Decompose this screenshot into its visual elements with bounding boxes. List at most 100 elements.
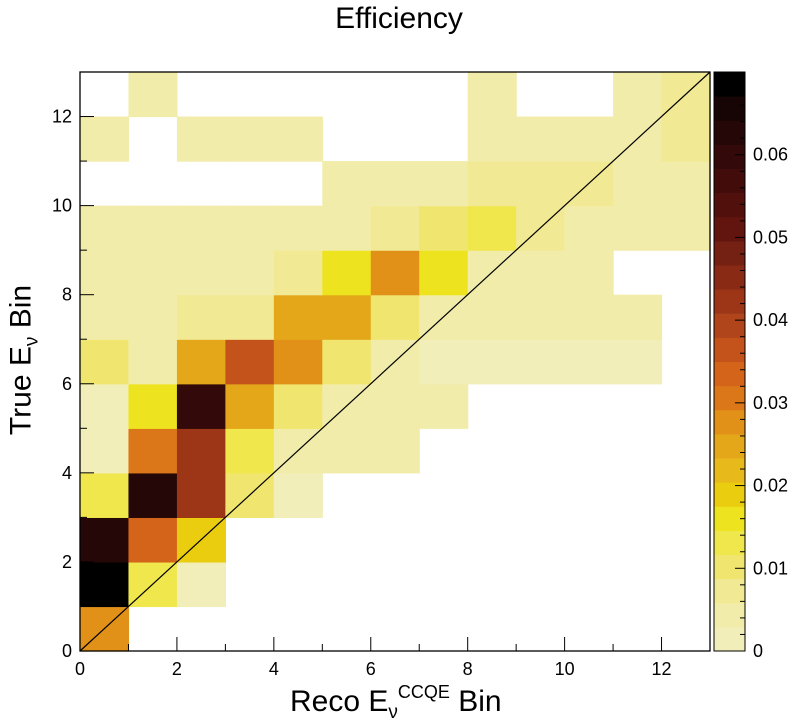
heatmap-cell [225,294,275,340]
colorbar-tick-label: 0.01 [753,558,788,578]
heatmap-cell [80,116,130,162]
heatmap-cell [80,383,130,429]
heatmap-cell [128,339,178,385]
x-axis-label: Reco EνCCQE Bin [290,682,502,724]
heatmap-cell [564,205,614,251]
heatmap-cell [370,250,420,296]
heatmap-cell [467,205,517,251]
heatmap-cell [370,294,420,340]
heatmap-cell [613,161,663,207]
heatmap-cell [176,383,226,429]
heatmap-cell [322,294,372,340]
colorbar-swatch [714,506,745,531]
x-tick-label: 0 [75,659,85,679]
y-tick-label: 10 [52,196,72,216]
y-tick-label: 12 [52,107,72,127]
y-tick-label: 8 [62,285,72,305]
heatmap-cell [176,561,226,608]
colorbar-swatch [714,168,745,194]
colorbar-swatch [714,337,745,362]
heatmap-cell [516,116,566,162]
heatmap-cell [419,161,469,207]
x-tick-label: 6 [366,659,376,679]
heatmap-cell [176,250,226,296]
heatmap-cell [80,428,130,474]
heatmap-cell [128,72,178,118]
heatmap-cell [128,205,178,251]
heatmap-cell [176,116,226,162]
heatmap-cell [322,161,372,207]
heatmap-cell [370,383,420,429]
heatmap-cell [225,250,275,296]
colorbar-swatch [714,433,745,459]
heatmap-cell [564,250,614,296]
heatmap-cell [225,116,275,162]
heatmap-cell [322,428,372,474]
colorbar-tick-label: 0.02 [753,476,788,496]
heatmap-cell [273,472,323,518]
x-axis-label-suffix: Bin [449,685,502,718]
colorbar-tick-label: 0.03 [753,393,788,413]
colorbar-tick-label: 0.05 [753,227,788,247]
heatmap-cell [613,205,663,251]
heatmap-cell [273,250,323,296]
colorbar-swatch [714,458,745,483]
y-axis-label-sub: ν [21,336,43,347]
heatmap-cell [225,383,275,429]
heatmap-cell [370,428,420,474]
colorbar-swatch [714,192,745,218]
y-tick-label: 0 [62,641,72,661]
heatmap-cell [176,294,226,340]
colorbar-frame [713,71,746,652]
colorbar-tick-label: 0.04 [753,310,788,330]
colorbar-swatch [714,289,745,314]
heatmap-cell [225,339,275,385]
heatmap-cell [128,472,178,518]
colorbar-swatch [714,120,745,145]
diagonal-line [79,71,711,652]
heatmap-cell [516,339,566,385]
x-tick-label: 8 [463,659,473,679]
y-tick-label: 2 [62,552,72,572]
heatmap-cell [176,339,226,385]
heatmap-cell [516,161,566,207]
y-axis-label: True Eν Bin [5,285,44,435]
colorbar-swatch [714,72,745,97]
heatmap-cell [613,72,663,118]
heatmap-cell [80,517,130,563]
heatmap-cell [467,72,517,118]
heatmap-cell [661,205,711,251]
colorbar-swatch [714,240,745,266]
heatmap-cell [80,561,130,608]
heatmap-cell [176,428,226,474]
chart-title: Efficiency [335,2,463,35]
colorbar-swatch [714,385,745,411]
heatmap-cell [80,294,130,340]
heatmap-cell [419,250,469,296]
heatmap-cell [419,205,469,251]
x-tick-label: 2 [172,659,182,679]
heatmap-cell [80,205,130,251]
heatmap-cell [661,116,711,162]
heatmap-cell [273,383,323,429]
colorbar-swatch [714,144,745,169]
y-axis-label-suffix: Bin [4,284,38,337]
heatmap-cell [80,472,130,518]
heatmap-cell [613,339,663,385]
heatmap-cell [128,294,178,340]
heatmap-cell [128,383,178,429]
y-axis-ticks: 0 2 4 6 8 10 12 [52,71,94,661]
heatmap-cell [564,116,614,162]
colorbar-swatch [714,530,745,555]
colorbar-swatch [714,554,745,580]
heatmap-cell [613,294,663,340]
x-tick-label: 10 [555,659,575,679]
heatmap-cell [225,205,275,251]
heatmap-cell [467,116,517,162]
x-tick-label: 12 [652,659,672,679]
colorbar: 0 0.01 0.02 0.03 0.04 0.05 0.06 [713,71,788,661]
heatmap-cell [322,205,372,251]
heatmap-cell [322,250,372,296]
heatmap-cell [273,205,323,251]
